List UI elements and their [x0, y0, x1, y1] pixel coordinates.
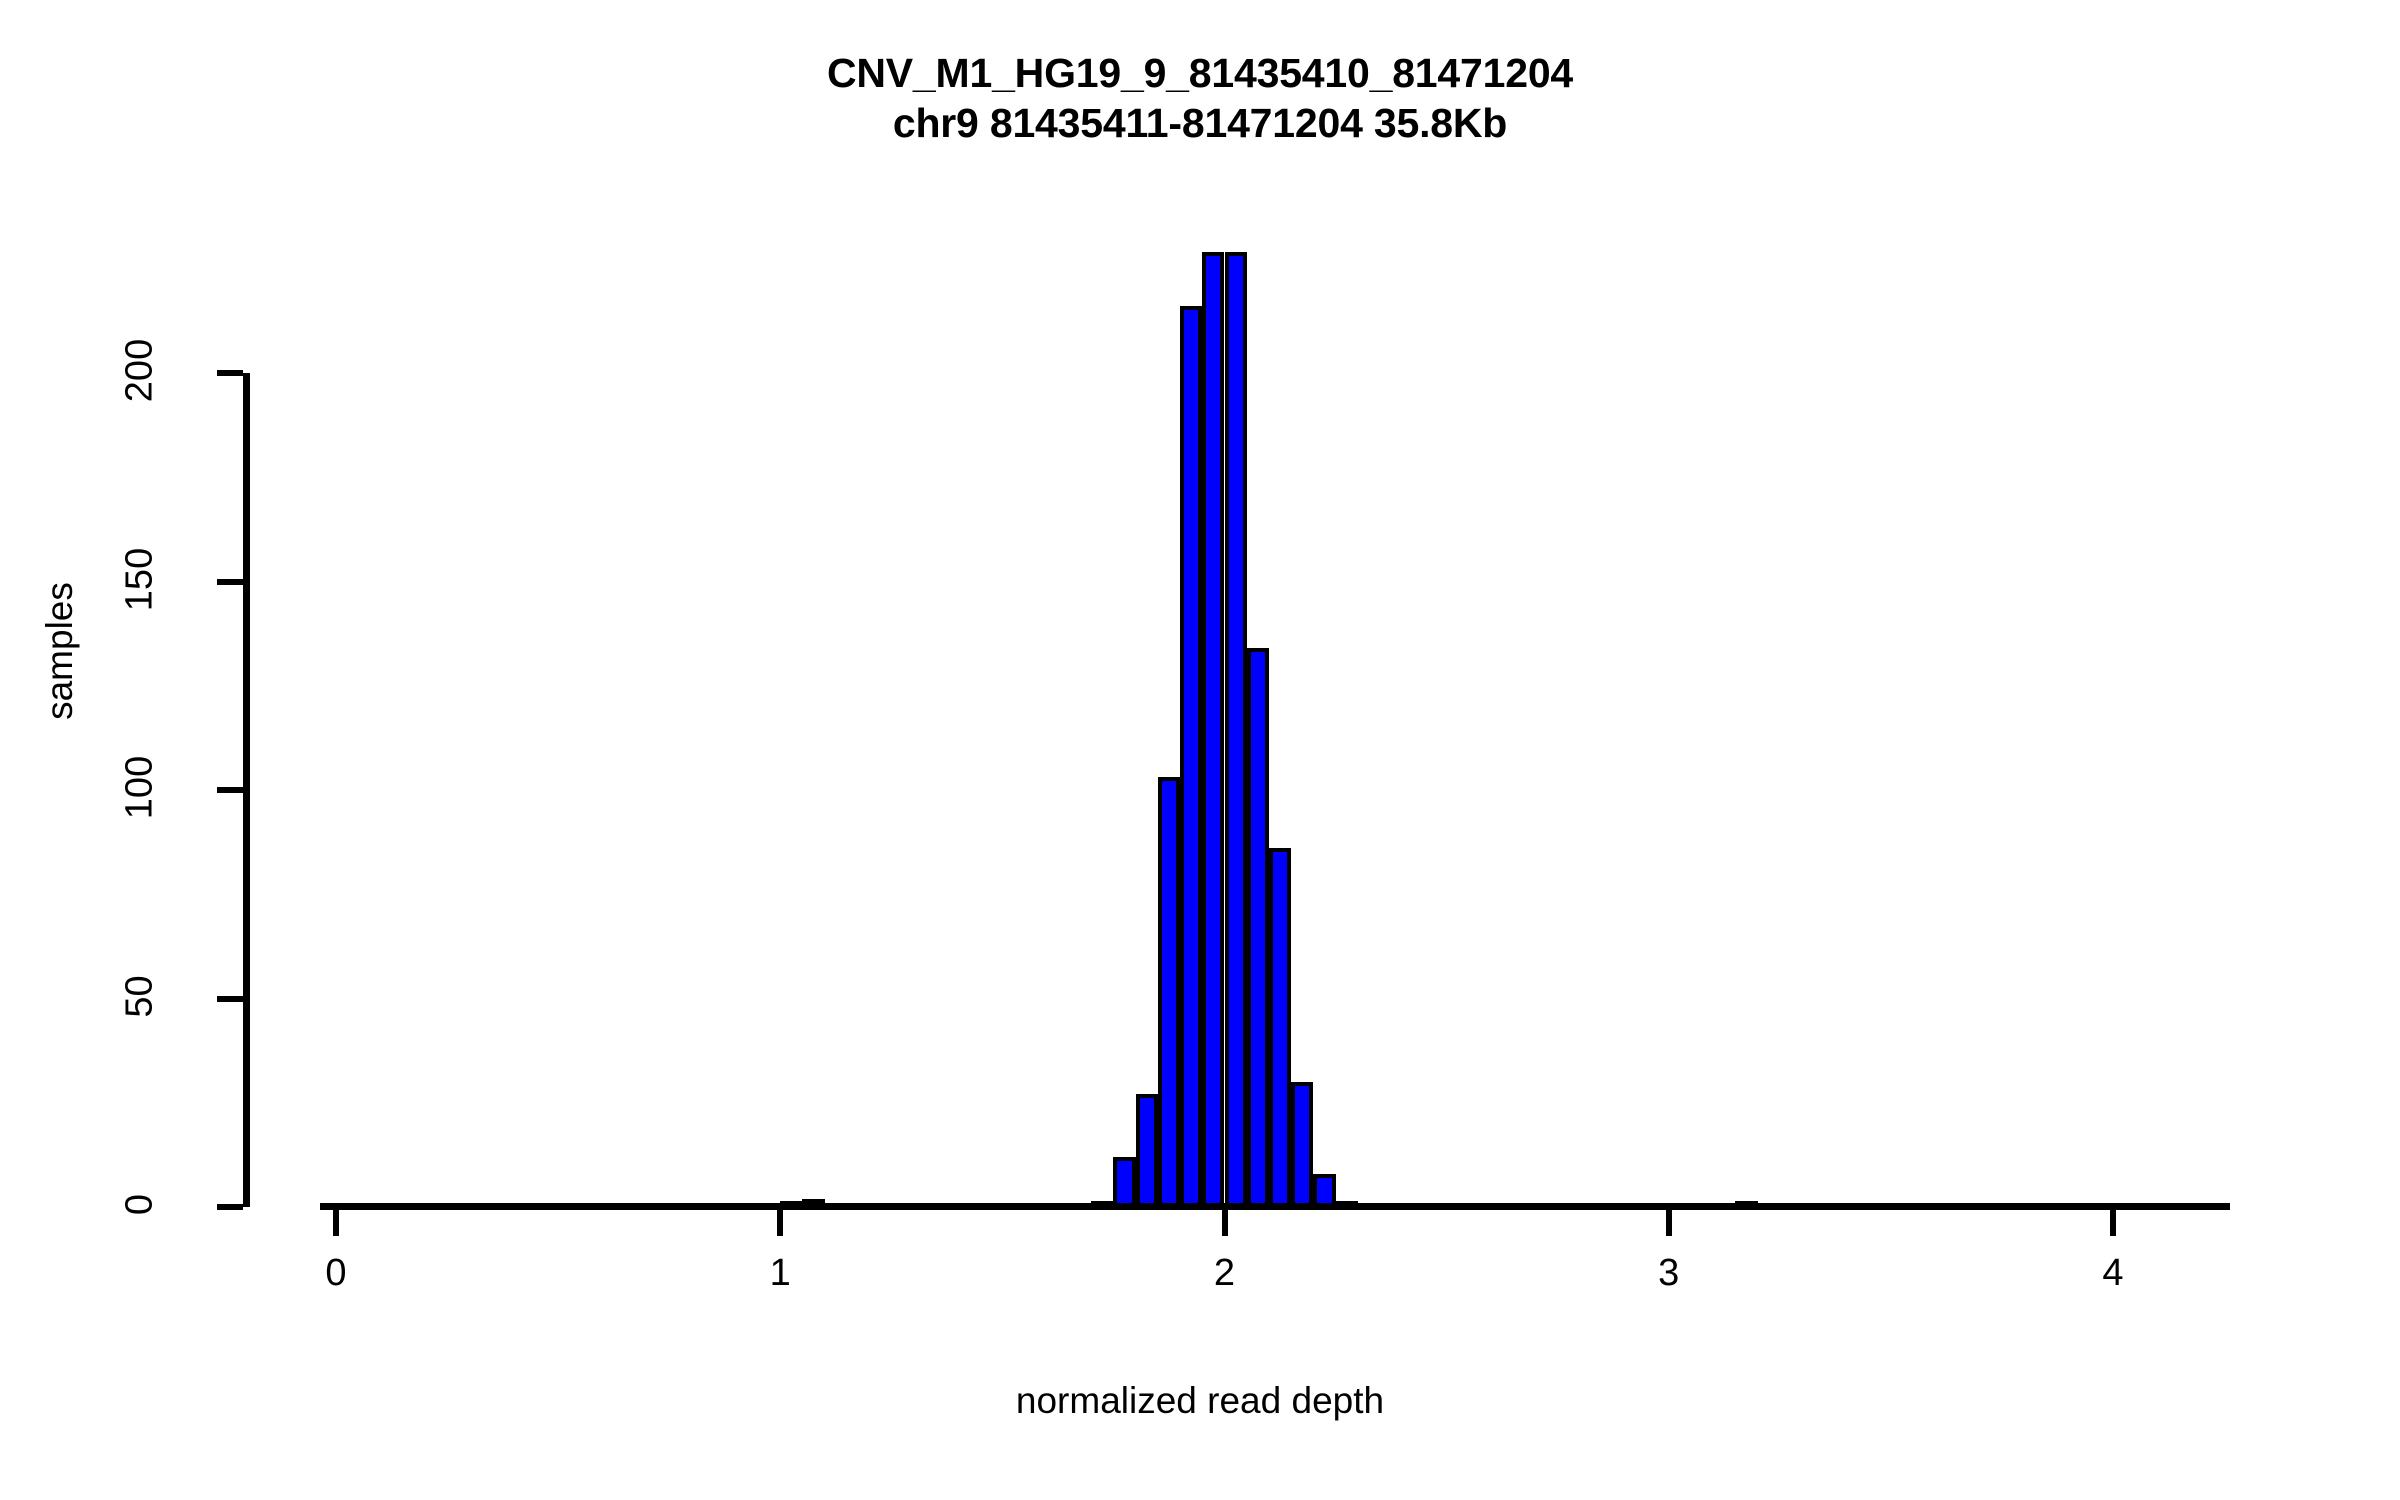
histogram-bar	[1313, 1173, 1336, 1207]
histogram-bar	[780, 1201, 803, 1209]
x-tick-label: 1	[769, 1252, 791, 1294]
histogram-bar	[1268, 848, 1292, 1207]
x-tick-label: 0	[325, 1252, 347, 1294]
histogram-bar	[1335, 1201, 1358, 1209]
x-tick-mark	[1221, 1210, 1228, 1236]
histogram-bar	[1291, 1081, 1314, 1207]
histogram-bar	[802, 1198, 825, 1207]
x-tick-label: 3	[1658, 1252, 1680, 1294]
y-tick-mark	[217, 787, 243, 793]
x-tick-mark	[333, 1210, 339, 1236]
x-tick-label: 2	[1213, 1252, 1236, 1294]
histogram-bar	[1246, 648, 1269, 1207]
y-tick-mark	[217, 995, 243, 1002]
y-tick-mark	[217, 370, 243, 376]
y-tick-mark	[217, 578, 243, 585]
x-tick-label: 4	[2102, 1252, 2124, 1294]
x-tick-mark	[777, 1210, 784, 1236]
histogram-bar	[1224, 252, 1247, 1207]
plot-title-line-1: CNV_M1_HG19_9_81435410_81471204	[826, 50, 1574, 96]
x-tick-mark	[1665, 1210, 1672, 1236]
plot-title: CNV_M1_HG19_9_81435410_81471204 chr9 814…	[0, 48, 2400, 148]
x-tick-mark	[2110, 1210, 2116, 1236]
y-tick-mark	[217, 1204, 243, 1210]
histogram-bar	[1202, 252, 1225, 1207]
x-axis-label: normalized read depth	[1015, 1380, 1385, 1421]
histogram-bar	[1135, 1094, 1158, 1207]
histogram-bar	[1113, 1156, 1136, 1207]
histogram-bar	[1157, 777, 1181, 1207]
y-axis-label: samples	[39, 582, 80, 720]
y-axis-line	[243, 373, 250, 1207]
histogram-bar	[1180, 306, 1203, 1207]
plot-title-line-2: chr9 81435411-81471204 35.8Kb	[892, 100, 1508, 147]
histogram-bar	[1735, 1201, 1758, 1209]
histogram-bar	[1091, 1201, 1114, 1209]
